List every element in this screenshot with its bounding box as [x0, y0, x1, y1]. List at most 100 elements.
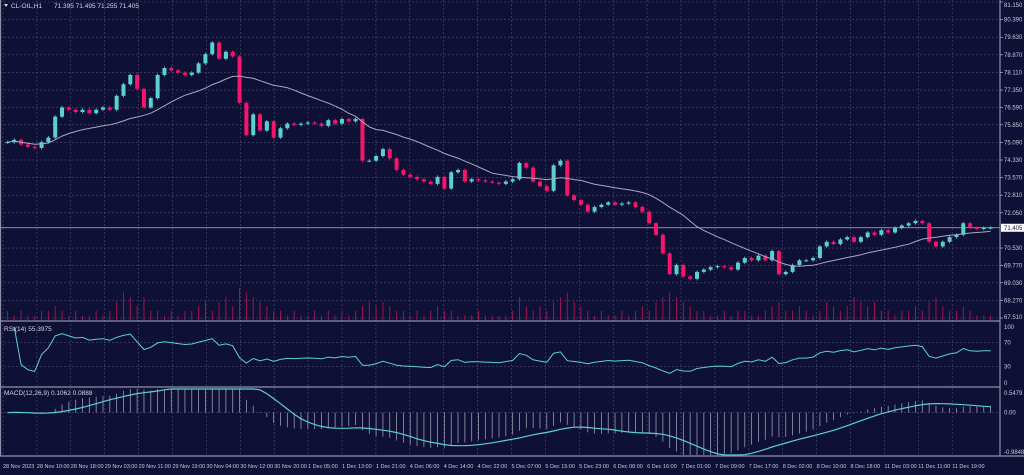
candle-bull — [435, 176, 440, 184]
macd-tick-label: 0.5479 — [1004, 391, 1023, 397]
time-tick-label: 1 Dec 05:00 — [308, 464, 338, 470]
candle-bear — [660, 234, 665, 254]
candle-bull — [804, 260, 809, 262]
current-price-badge — [1001, 223, 1024, 232]
price-tick-label: 74.330 — [1004, 158, 1023, 164]
candle-bull — [53, 116, 58, 138]
candle-bear — [722, 266, 727, 268]
candle-bull — [46, 137, 51, 143]
candle-bull — [906, 223, 911, 226]
price-tick-label: 79.630 — [1004, 35, 1023, 41]
candle-bull — [599, 204, 604, 208]
time-tick-label: 11 Dec 11:00 — [918, 464, 950, 470]
candle-bear — [968, 223, 973, 228]
rsi-tick-label: 70 — [1004, 340, 1011, 346]
time-tick-label: 5 Dec 15:00 — [545, 464, 575, 470]
panel-separators[interactable] — [0, 0, 1024, 457]
candle-bull — [94, 109, 99, 114]
candle-bull — [155, 74, 160, 99]
candle-bull — [60, 107, 65, 117]
candle-bull — [797, 260, 802, 265]
price-tick-label: 81.150 — [1004, 3, 1023, 9]
candle-bull — [715, 266, 720, 268]
price-tick-label: 75.090 — [1004, 140, 1023, 146]
candle-bear — [73, 109, 78, 113]
time-tick-label: 8 Dec 18:00 — [851, 464, 881, 470]
candle-bear — [25, 144, 30, 147]
candle-bull — [551, 165, 556, 191]
candle-bear — [292, 123, 297, 125]
candle-bull — [899, 225, 904, 228]
candle-bull — [961, 223, 966, 235]
price-axis[interactable]: 81.150 80.390 79.630 78.870 78.110 77.350 76.5… — [1000, 1, 1024, 456]
candle-bull — [380, 149, 385, 157]
candle-bear — [920, 220, 925, 224]
candle-bull — [954, 234, 959, 238]
macd-tick-label: -0.9848 — [1004, 450, 1024, 456]
macd-tick-label: 0.00 — [1004, 411, 1016, 417]
time-tick-label: 28 Nov 18:00 — [71, 464, 104, 470]
candle-bear — [729, 267, 734, 270]
candle-bear — [654, 223, 659, 235]
macd-signal-line — [7, 388, 991, 456]
time-axis[interactable]: 28 Nov 2023 28 Nov 10:00 28 Nov 18:00 29 No… — [3, 464, 985, 470]
price-tick-label: 69.770 — [1004, 264, 1023, 270]
price-tick-label: 76.590 — [1004, 106, 1023, 112]
candle-bull — [299, 123, 303, 125]
candle-bear — [107, 107, 112, 110]
ohlc-label: 71.395 71.495 71.255 71.405 — [54, 3, 139, 10]
candle-bull — [305, 122, 310, 124]
candle-bull — [367, 160, 372, 162]
candle-bear — [442, 176, 447, 189]
candle-bull — [756, 255, 761, 261]
candle-bull — [510, 179, 515, 182]
candle-bull — [449, 172, 454, 189]
time-tick-label: 29 Nov 11:00 — [139, 464, 171, 470]
candle-bear — [135, 74, 140, 89]
candle-bear — [319, 123, 324, 126]
candle-bear — [640, 207, 645, 212]
candle-bear — [578, 200, 583, 205]
candle-bear — [428, 181, 433, 184]
candle-bull — [619, 203, 624, 205]
candle-bull — [742, 257, 747, 263]
time-tick-label: 11 Dec 03:00 — [884, 464, 916, 470]
candle-bear — [531, 167, 536, 182]
time-tick-label: 4 Dec 22:00 — [478, 464, 508, 470]
candle-bull — [39, 142, 44, 148]
time-tick-label: 28 Nov 2023 — [3, 464, 34, 470]
triangle-down-icon[interactable] — [4, 4, 8, 7]
candle-bull — [940, 241, 945, 247]
candle-bear — [360, 118, 365, 161]
candle-bull — [824, 241, 829, 247]
candle-bear — [312, 122, 317, 124]
chart-header: CL-OIL,H1 71.395 71.495 71.255 71.405 — [4, 3, 139, 10]
candle-bear — [647, 211, 652, 224]
candle-bear — [66, 107, 71, 110]
price-tick-label: 72.050 — [1004, 211, 1023, 217]
candle-bear — [613, 202, 618, 205]
candle-bull — [517, 163, 522, 180]
price-tick-label: 72.810 — [1004, 193, 1023, 199]
candle-bull — [223, 51, 228, 59]
candle-bull — [783, 271, 788, 275]
time-tick-label: 1 Dec 13:00 — [342, 464, 372, 470]
candle-bear — [169, 68, 174, 71]
candle-bull — [947, 237, 952, 242]
candle-bull — [339, 118, 344, 124]
time-tick-label: 30 Nov 12:00 — [240, 464, 273, 470]
candle-bear — [544, 186, 549, 191]
candle-bear — [32, 146, 37, 148]
rsi-tick-label: 30 — [1004, 365, 1011, 371]
time-tick-label: 7 Dec 09:00 — [715, 464, 745, 470]
candle-bull — [606, 202, 611, 205]
candle-bull — [278, 128, 283, 138]
candle-bear — [244, 102, 249, 136]
candle-bull — [770, 251, 775, 261]
candle-bear — [421, 179, 426, 182]
candle-bear — [483, 180, 488, 182]
candle-bear — [633, 202, 638, 208]
rsi-line — [13, 327, 991, 374]
